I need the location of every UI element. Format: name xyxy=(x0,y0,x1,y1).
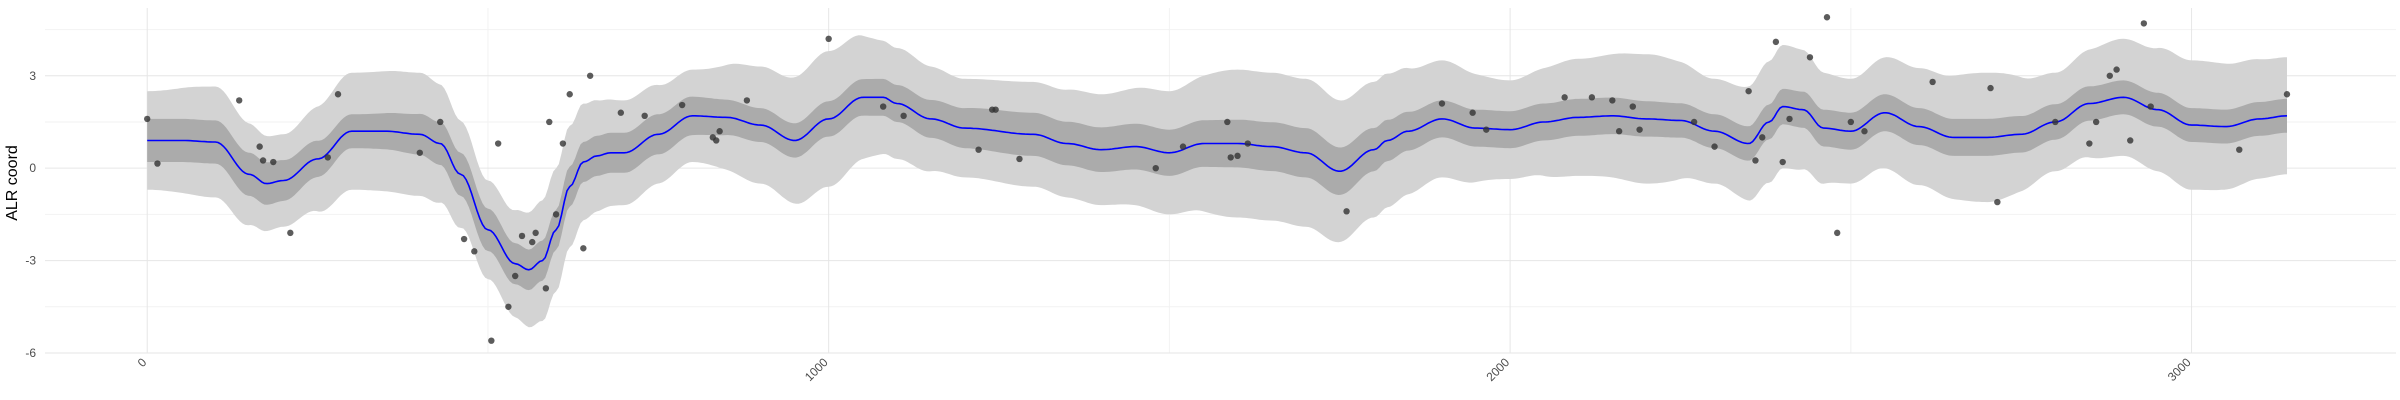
data-point xyxy=(532,229,539,237)
data-point xyxy=(488,337,495,344)
data-point xyxy=(2092,118,2100,126)
data-point xyxy=(641,112,648,120)
data-point xyxy=(552,211,560,218)
y-tick-label: 3 xyxy=(29,69,36,83)
data-point xyxy=(2283,91,2291,98)
data-point xyxy=(1636,126,1643,133)
data-point xyxy=(2052,118,2059,126)
data-point xyxy=(2127,137,2134,144)
data-point xyxy=(1929,78,1936,86)
data-point xyxy=(2106,72,2113,79)
data-point xyxy=(1438,100,1446,107)
data-point xyxy=(154,160,161,167)
data-point xyxy=(1834,229,1841,237)
data-point xyxy=(287,229,294,237)
x-tick-label: 2000 xyxy=(1483,355,1512,384)
data-point xyxy=(559,140,567,147)
data-point xyxy=(1234,152,1241,160)
data-point xyxy=(518,232,526,240)
data-point xyxy=(1609,97,1616,104)
data-point xyxy=(236,97,243,104)
data-point xyxy=(2236,146,2243,153)
data-point xyxy=(1806,54,1814,61)
data-point xyxy=(460,235,468,243)
data-point xyxy=(1588,94,1596,101)
x-tick-label: 1000 xyxy=(802,355,831,384)
data-point xyxy=(1786,115,1793,123)
data-point xyxy=(1759,134,1766,141)
data-point xyxy=(743,97,751,104)
y-tick-label: -3 xyxy=(25,254,36,268)
data-point xyxy=(617,109,625,116)
data-point xyxy=(437,118,444,126)
data-point xyxy=(580,245,587,252)
point-layer xyxy=(144,14,2291,344)
data-point xyxy=(1745,87,1752,95)
data-point xyxy=(1752,157,1759,164)
data-point xyxy=(494,140,502,147)
y-tick-label: 0 xyxy=(29,161,36,175)
data-point xyxy=(256,143,263,150)
data-point xyxy=(1711,143,1718,150)
data-point xyxy=(1615,128,1623,135)
data-point xyxy=(505,303,512,310)
data-point xyxy=(546,118,553,126)
data-point xyxy=(1823,14,1831,21)
data-point xyxy=(2147,103,2154,110)
data-point xyxy=(144,115,151,123)
data-point xyxy=(1227,154,1234,161)
x-tick-label: 3000 xyxy=(2165,355,2194,384)
data-point xyxy=(678,101,686,109)
data-point xyxy=(1772,38,1780,46)
data-point xyxy=(713,137,720,144)
data-point xyxy=(324,154,332,161)
data-point xyxy=(566,91,573,98)
data-point xyxy=(1779,158,1786,166)
y-axis-title: ALR coord xyxy=(4,145,21,221)
y-tick-label: -6 xyxy=(25,346,36,360)
data-point xyxy=(529,238,536,246)
data-point xyxy=(512,272,519,280)
data-point xyxy=(825,35,832,43)
data-point xyxy=(1152,164,1159,172)
data-point xyxy=(2086,140,2093,147)
data-point xyxy=(1561,94,1568,101)
data-point xyxy=(2140,20,2148,27)
data-point xyxy=(1483,126,1490,133)
x-tick-label: 0 xyxy=(135,355,150,370)
data-point xyxy=(1244,140,1251,147)
data-point xyxy=(1994,198,2001,206)
band-layer xyxy=(147,35,2288,328)
data-point xyxy=(1343,208,1350,215)
data-point xyxy=(1629,103,1636,110)
data-point xyxy=(716,128,723,135)
data-point xyxy=(1469,109,1476,116)
data-point xyxy=(1847,118,1855,126)
inner-credible-band xyxy=(147,78,2288,291)
data-point xyxy=(992,106,999,113)
data-point xyxy=(1987,84,1994,92)
data-point xyxy=(975,146,982,153)
data-point xyxy=(879,103,887,110)
data-point xyxy=(416,149,423,156)
data-point xyxy=(900,112,907,120)
data-point xyxy=(542,285,550,292)
data-point xyxy=(1861,128,1868,135)
data-point xyxy=(586,72,594,79)
data-point xyxy=(471,248,478,255)
data-point xyxy=(334,91,342,98)
line-layer xyxy=(147,96,2288,271)
data-point xyxy=(1224,118,1231,126)
data-point xyxy=(259,157,267,164)
data-point xyxy=(1016,155,1023,163)
data-point xyxy=(1690,118,1698,126)
data-point xyxy=(2113,66,2120,73)
data-point xyxy=(1179,143,1187,150)
data-point xyxy=(270,158,277,166)
mean-line xyxy=(147,96,2288,271)
